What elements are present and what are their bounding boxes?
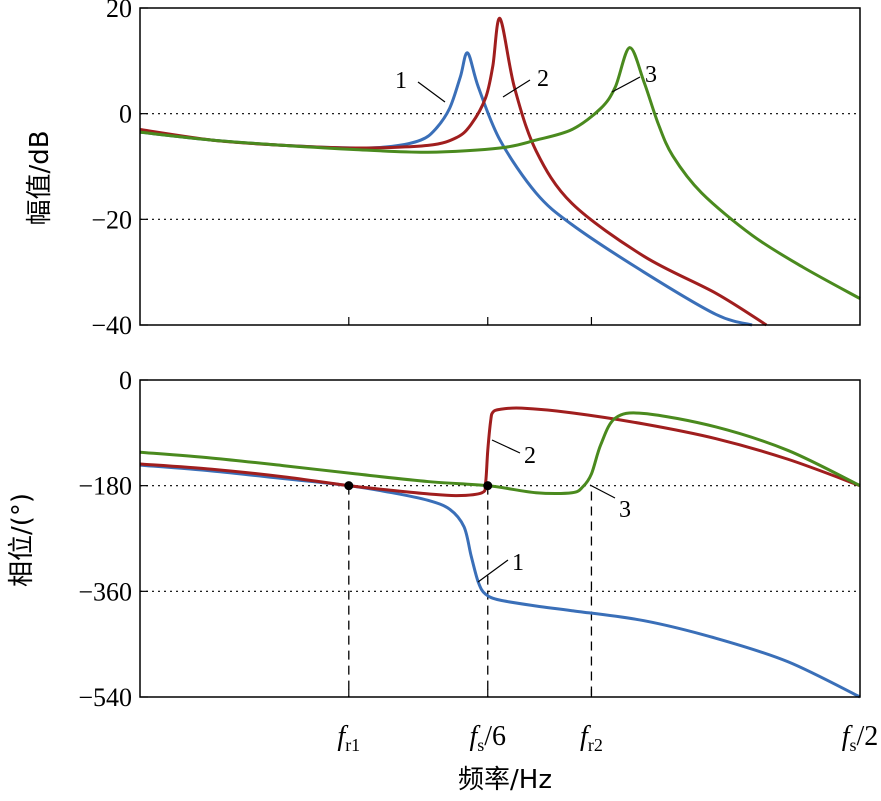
- mag-annotation-1: 1: [395, 68, 446, 103]
- crossing-point: [483, 481, 493, 491]
- mag-ylabel: 幅值/dB: [25, 130, 55, 225]
- phase-panel: 0 −180 −360 −540 相位/(°) 1 2 3 fr1 fs/6 fr2 fs/…: [7, 366, 878, 795]
- svg-text:2: 2: [524, 443, 536, 469]
- x-tick-label: fr1: [337, 721, 360, 755]
- x-tick-label: fs/2: [842, 721, 879, 755]
- ph-series-3: [139, 411, 861, 495]
- ph-ytick-label: −540: [78, 683, 132, 712]
- phase-frame: [139, 379, 861, 698]
- x-tick-label: fs/6: [469, 721, 506, 755]
- svg-text:2: 2: [537, 66, 549, 92]
- mag-ytick-label: −20: [91, 205, 132, 234]
- svg-text:3: 3: [645, 62, 657, 88]
- mag-frame: [139, 7, 861, 326]
- mag-series-2: [139, 17, 768, 327]
- ph-series-1: [139, 463, 861, 699]
- magnitude-panel: 20 0 −20 −40 幅值/dB 1 2 3: [25, 0, 861, 340]
- mag-annotation-2: 2: [502, 66, 549, 98]
- ph-series-2: [139, 406, 861, 498]
- x-axis-label: 频率/Hz: [458, 765, 552, 795]
- mag-ytick-label: 20: [106, 0, 132, 23]
- svg-text:3: 3: [619, 497, 631, 523]
- mag-ytick-label: −40: [91, 311, 132, 340]
- phase-annotation-2: 2: [491, 439, 536, 469]
- mag-ytick-label: 0: [119, 100, 132, 129]
- phase-ylabel: 相位/(°): [7, 493, 37, 587]
- mag-series-1: [139, 51, 753, 327]
- svg-text:1: 1: [395, 68, 407, 94]
- ph-ytick-label: −180: [78, 472, 132, 501]
- svg-text:1: 1: [512, 550, 524, 576]
- ph-ytick-label: 0: [119, 366, 132, 395]
- ph-ytick-label: −360: [78, 577, 132, 606]
- mag-annotation-3: 3: [611, 62, 657, 93]
- x-tick-label: fr2: [580, 721, 603, 755]
- crossing-point: [344, 481, 354, 491]
- phase-annotation-1: 1: [477, 550, 524, 583]
- phase-annotation-3: 3: [589, 484, 631, 523]
- mag-series-3: [139, 46, 861, 300]
